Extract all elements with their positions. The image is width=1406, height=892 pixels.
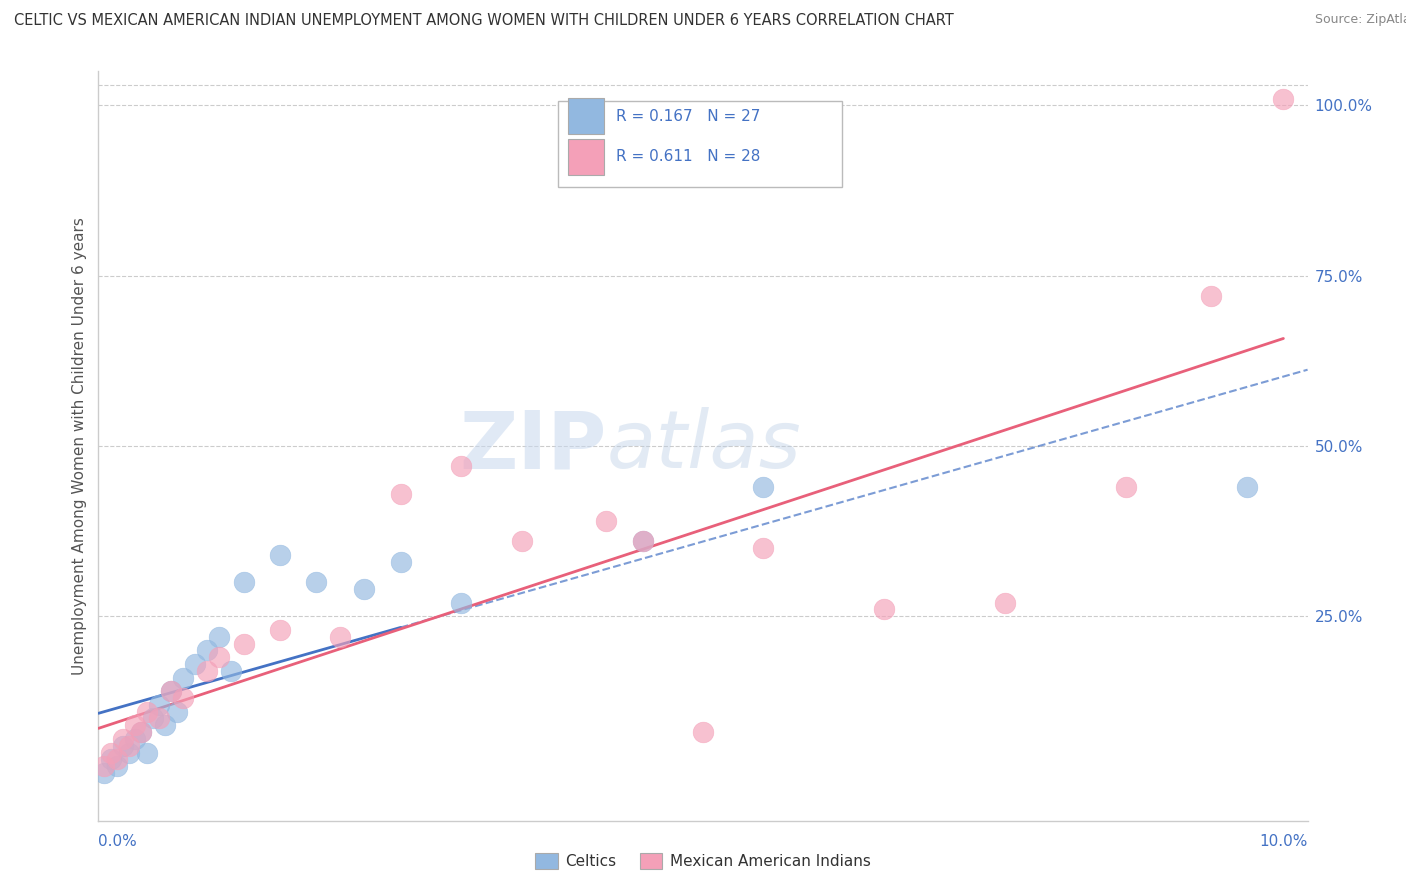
Point — [111, 739, 134, 753]
Text: R = 0.167   N = 27: R = 0.167 N = 27 — [616, 109, 761, 124]
Point — [118, 746, 141, 760]
Point — [595, 514, 617, 528]
Point — [389, 555, 412, 569]
Text: Source: ZipAtlas.com: Source: ZipAtlas.com — [1315, 13, 1406, 27]
Point — [129, 725, 152, 739]
Point — [195, 664, 218, 678]
FancyBboxPatch shape — [558, 102, 842, 187]
Point — [510, 534, 533, 549]
Point — [100, 752, 122, 766]
Point — [142, 711, 165, 725]
Point — [329, 630, 352, 644]
Point — [269, 548, 291, 562]
Text: 0.0%: 0.0% — [98, 834, 138, 849]
Point — [118, 739, 141, 753]
Point — [160, 684, 183, 698]
Point — [994, 596, 1017, 610]
Point — [93, 759, 115, 773]
Point — [124, 731, 146, 746]
Point — [1199, 289, 1222, 303]
Point — [389, 486, 412, 500]
Point — [232, 575, 254, 590]
Point — [148, 711, 170, 725]
Point — [148, 698, 170, 712]
Point — [184, 657, 207, 671]
Point — [1272, 92, 1295, 106]
Point — [105, 759, 128, 773]
Point — [269, 623, 291, 637]
Point — [195, 643, 218, 657]
Point — [105, 752, 128, 766]
Text: atlas: atlas — [606, 407, 801, 485]
Point — [93, 766, 115, 780]
Point — [129, 725, 152, 739]
Point — [305, 575, 328, 590]
Point — [172, 691, 194, 706]
Point — [450, 596, 472, 610]
Legend: Celtics, Mexican American Indians: Celtics, Mexican American Indians — [529, 847, 877, 875]
Point — [166, 705, 188, 719]
Point — [1236, 480, 1258, 494]
Point — [450, 459, 472, 474]
Point — [873, 602, 896, 616]
Point — [160, 684, 183, 698]
Point — [221, 664, 243, 678]
Point — [752, 541, 775, 556]
Point — [135, 746, 157, 760]
Point — [692, 725, 714, 739]
FancyBboxPatch shape — [568, 138, 603, 175]
Text: 10.0%: 10.0% — [1260, 834, 1308, 849]
FancyBboxPatch shape — [568, 98, 603, 134]
Point — [208, 630, 231, 644]
Point — [153, 718, 176, 732]
Point — [232, 636, 254, 650]
Point — [353, 582, 375, 596]
Text: R = 0.611   N = 28: R = 0.611 N = 28 — [616, 149, 761, 164]
Y-axis label: Unemployment Among Women with Children Under 6 years: Unemployment Among Women with Children U… — [72, 217, 87, 675]
Text: ZIP: ZIP — [458, 407, 606, 485]
Point — [135, 705, 157, 719]
Text: CELTIC VS MEXICAN AMERICAN INDIAN UNEMPLOYMENT AMONG WOMEN WITH CHILDREN UNDER 6: CELTIC VS MEXICAN AMERICAN INDIAN UNEMPL… — [14, 13, 953, 29]
Point — [208, 650, 231, 665]
Point — [752, 480, 775, 494]
Point — [100, 746, 122, 760]
Point — [172, 671, 194, 685]
Point — [124, 718, 146, 732]
Point — [631, 534, 654, 549]
Point — [1115, 480, 1137, 494]
Point — [631, 534, 654, 549]
Point — [111, 731, 134, 746]
